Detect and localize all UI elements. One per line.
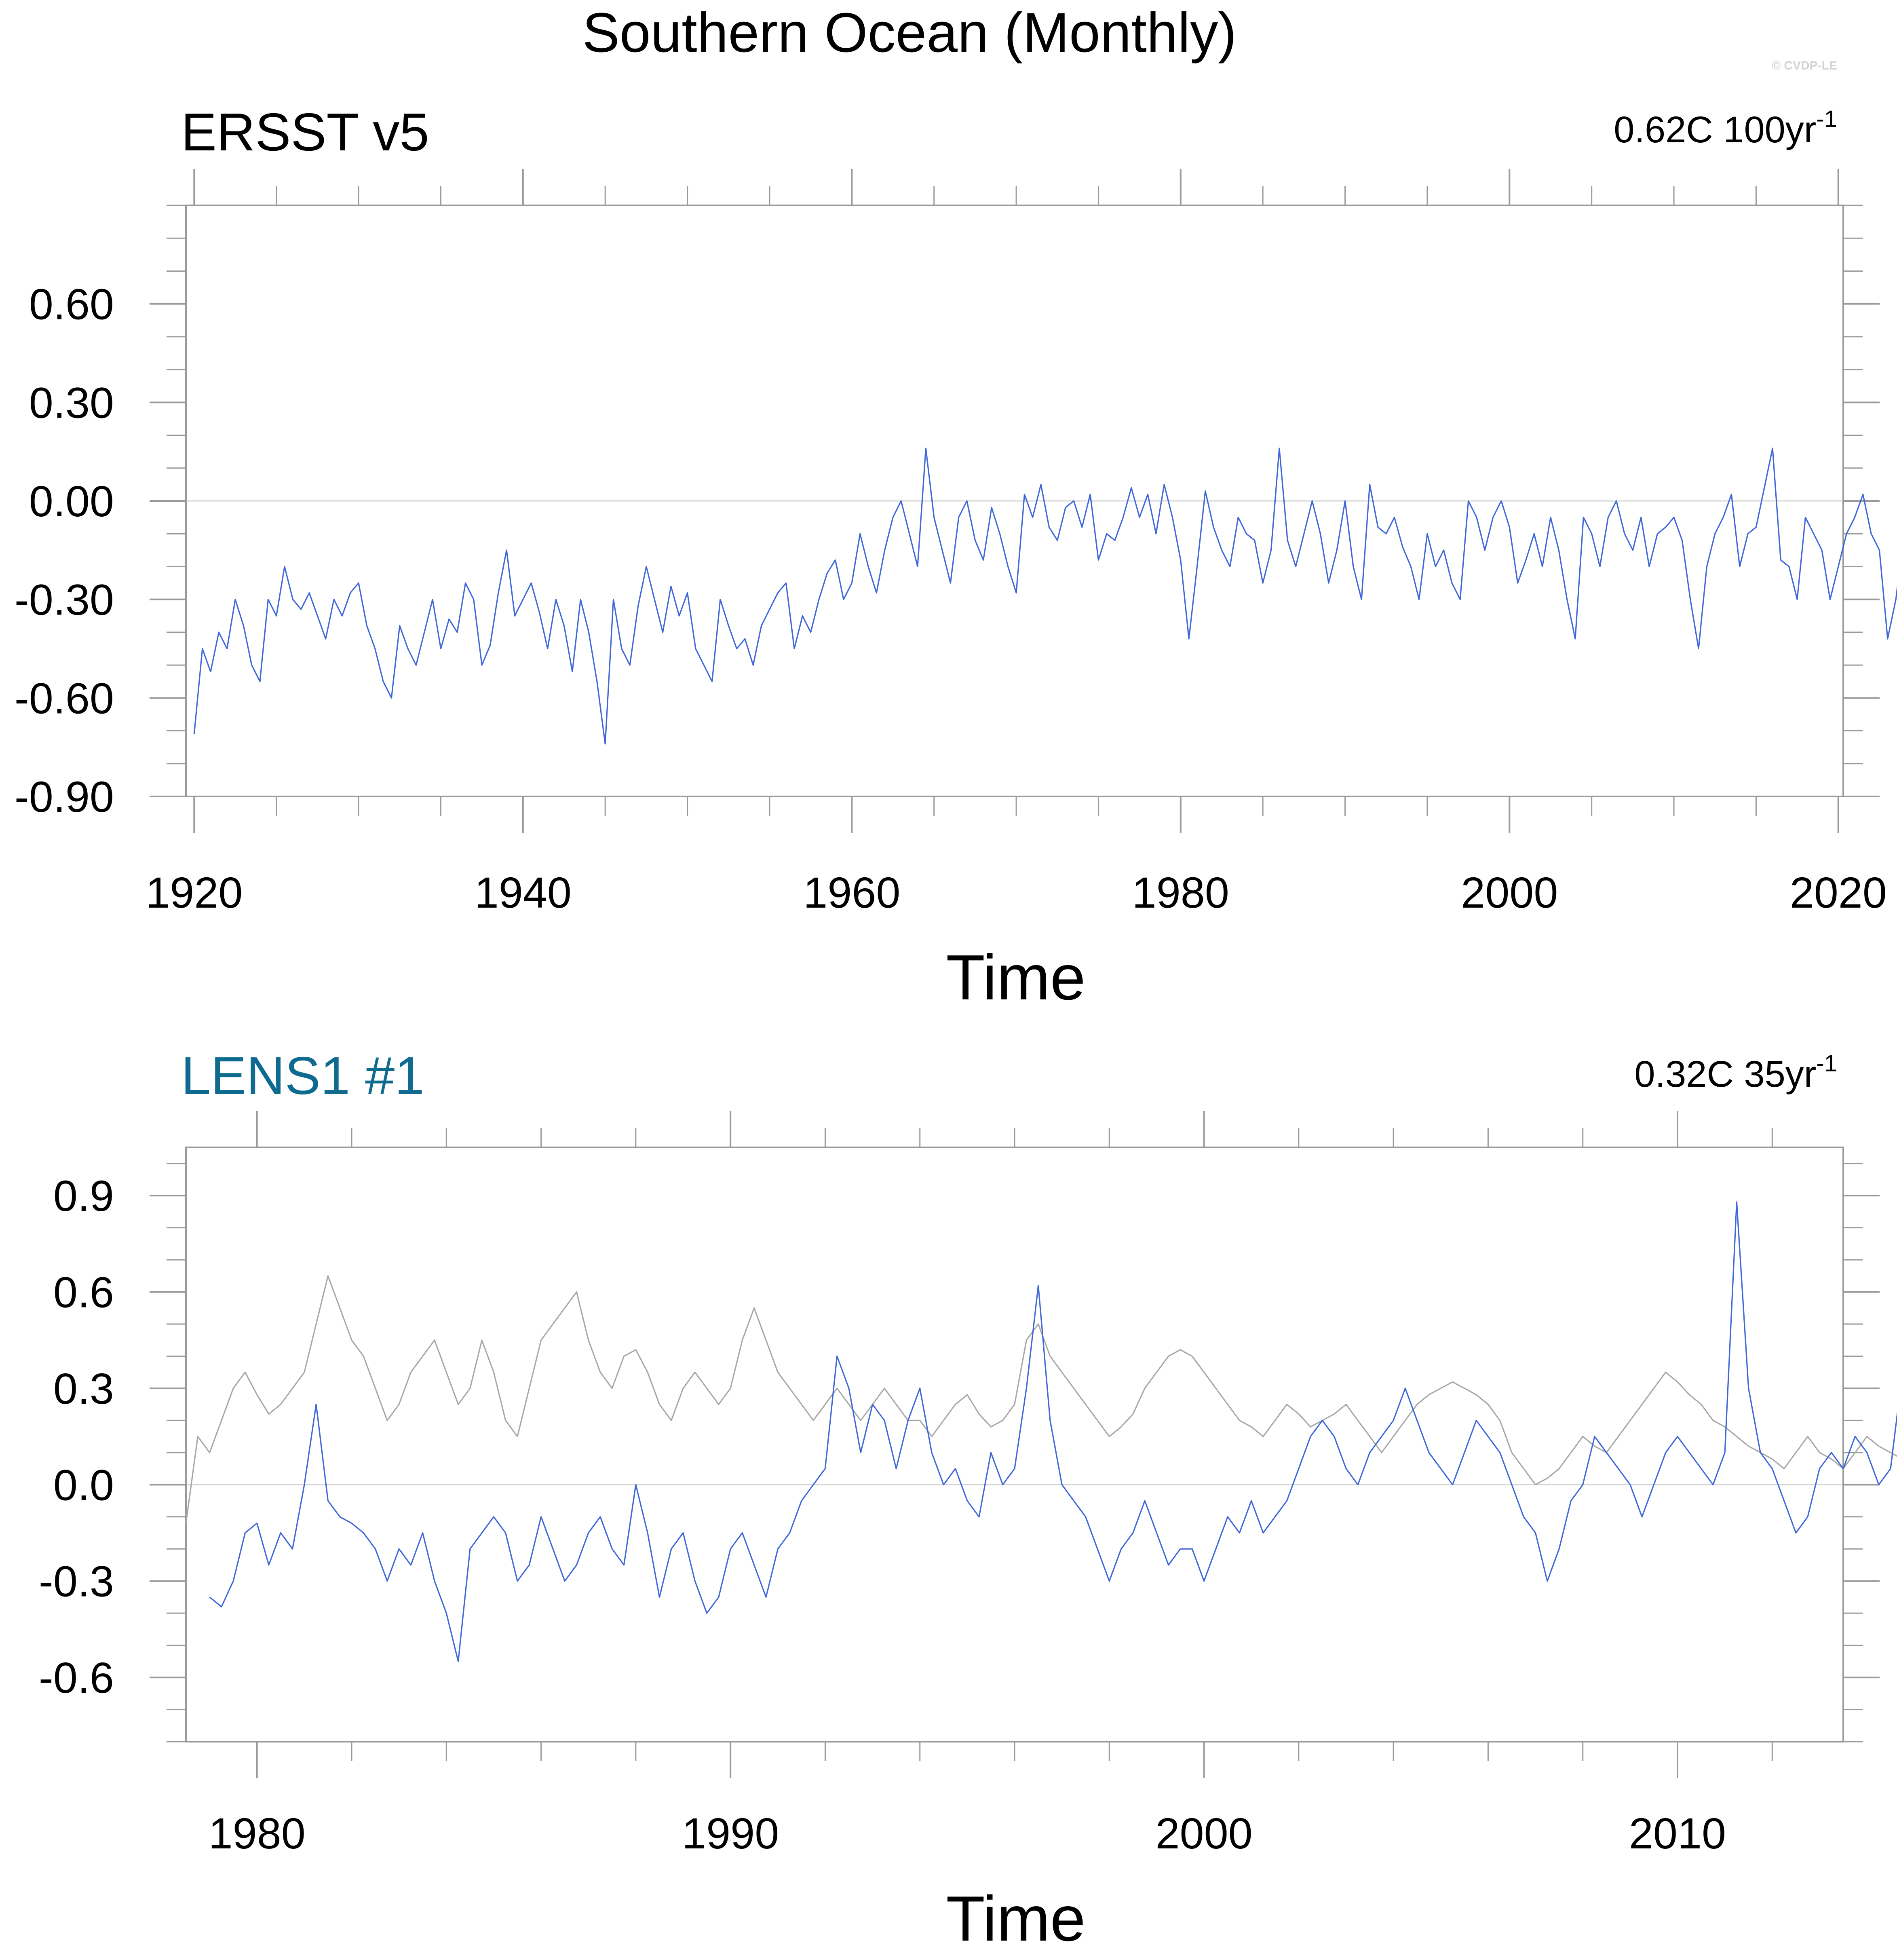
panel-title: ERSST v5 (181, 102, 429, 162)
lens1-panel: LENS1 #1 0.32C 35yr-1 -0.6 -0.3 0.0 0.3 0.6 0… (39, 1046, 1897, 1954)
trend-value: 0.62C 100yr (1614, 109, 1816, 150)
x-tick-label: 2000 (1461, 868, 1558, 917)
x-tick-label: 2010 (1629, 1809, 1726, 1858)
x-tick-label: 1980 (1132, 868, 1229, 917)
y-tick-label: 0.0 (53, 1460, 114, 1509)
x-tick-label: 1960 (803, 868, 900, 917)
copyright-text: © CVDP-LE (1772, 59, 1837, 72)
plot-frame (185, 1147, 1844, 1742)
trend-label: 0.32C 35yr-1 (1634, 1050, 1837, 1095)
y-tick-label: 0.6 (53, 1268, 114, 1317)
axes: -0.6 -0.3 0.0 0.3 0.6 0.9 1980 1990 2000 2010 (39, 1111, 1880, 1858)
y-tick-label: -0.60 (15, 674, 114, 722)
series-line-lens1-1 (209, 1201, 1897, 1662)
x-tick-label: 1990 (682, 1809, 779, 1858)
plot-area (193, 448, 1897, 745)
panel-title: LENS1 #1 (181, 1046, 424, 1105)
y-tick-label: -0.30 (15, 575, 114, 624)
y-tick-label: -0.3 (39, 1557, 114, 1606)
x-tick-label: 1940 (475, 868, 572, 917)
trend-superscript: -1 (1816, 106, 1837, 132)
x-tick-label: 2000 (1155, 1809, 1252, 1858)
x-axis-label: Time (946, 1883, 1085, 1954)
y-tick-label: 0.30 (29, 378, 114, 427)
axes: -0.90 -0.60 -0.30 0.00 0.30 0.60 1920 1940 1960 1… (15, 169, 1887, 917)
y-tick-label: 0.9 (53, 1171, 114, 1220)
x-axis-label: Time (946, 942, 1085, 1013)
ersst-panel: ERSST v5 0.62C 100yr-1 -0.90 -0.60 -0.30 0.… (15, 102, 1897, 1013)
trend-label: 0.62C 100yr-1 (1614, 106, 1837, 150)
y-tick-label: 0.60 (29, 280, 114, 329)
series-line-ersst-v5 (193, 448, 1897, 745)
trend-superscript: -1 (1816, 1050, 1837, 1077)
x-tick-label: 1980 (209, 1809, 306, 1858)
series-line-gray-comparison (185, 1275, 1897, 1523)
x-tick-label: 2020 (1790, 868, 1887, 917)
plot-area (185, 1201, 1897, 1662)
y-tick-label: 0.3 (53, 1364, 114, 1413)
figure-title: Southern Ocean (Monthly) (582, 2, 1237, 64)
y-tick-label: -0.6 (39, 1653, 114, 1702)
x-tick-label: 1920 (146, 868, 243, 917)
trend-value: 0.32C 35yr (1634, 1054, 1816, 1095)
y-tick-label: 0.00 (29, 477, 114, 526)
y-tick-label: -0.90 (15, 772, 114, 821)
